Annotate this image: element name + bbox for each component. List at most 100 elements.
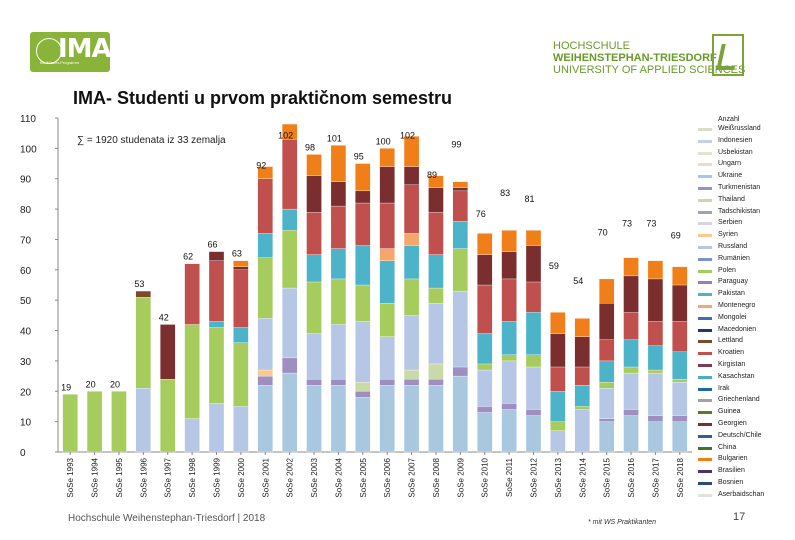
ima-logo-subtext: Int. Master-Programm [40, 60, 79, 65]
bar-segment [647, 421, 664, 453]
bar-segment [160, 378, 176, 453]
data-label-total: 69 [671, 230, 681, 240]
bar-segment [282, 357, 298, 374]
bar-segment [477, 254, 493, 286]
x-tick-label: SoSe 1999 [213, 457, 222, 497]
x-tick-label: SoSe 2005 [359, 457, 368, 497]
bar-segment [428, 378, 444, 386]
bar-segment [428, 175, 444, 188]
y-tick-label: 100 [20, 144, 37, 155]
legend-label: Usbekistan [718, 148, 753, 156]
bar-segment [525, 366, 542, 410]
bar-segment [647, 345, 664, 371]
bar-segment [233, 327, 249, 343]
bar-segment [550, 430, 566, 453]
bar-segment [477, 333, 493, 365]
bar-segment [477, 284, 493, 334]
bar-segment [501, 403, 517, 410]
bar-segment [550, 421, 566, 431]
bar-segment [330, 181, 347, 207]
legend-label: Pakistan [718, 290, 745, 298]
x-tick-label: SoSe 1996 [139, 457, 148, 497]
bar-segment [379, 148, 395, 167]
y-tick-label: 70 [20, 235, 32, 246]
legend-swatch [698, 434, 712, 438]
bar-segment [208, 321, 225, 328]
bar-segment [599, 388, 615, 419]
data-label-total: 59 [549, 261, 559, 271]
data-label-total: 53 [134, 279, 144, 289]
legend-label: China [718, 443, 737, 451]
bar-segment [306, 333, 322, 380]
bar-segment [550, 333, 566, 368]
footer-institution: Hochschule Weihenstephan-Triesdorf | 201… [68, 513, 266, 524]
legend-swatch [698, 375, 712, 379]
legend-label: Macedonien [718, 325, 757, 333]
data-label-total: 66 [207, 240, 217, 250]
x-tick-label: SoSe 2014 [578, 457, 587, 497]
x-tick-label: SoSe 1997 [164, 457, 173, 497]
bar-segment [257, 166, 273, 179]
legend-swatch [698, 293, 712, 297]
legend-swatch [698, 128, 712, 131]
legend-label: Rumänien [718, 254, 750, 262]
bar-segment [233, 406, 249, 453]
bar-segment [452, 366, 468, 377]
legend-label: Mongolei [718, 313, 747, 321]
bar-segment [428, 187, 444, 213]
bar-segment [135, 296, 151, 389]
legend-swatch [698, 316, 712, 320]
legend-swatch [698, 269, 712, 273]
bar-segment [501, 360, 517, 404]
legend-swatch [698, 352, 712, 356]
bar-segment [623, 366, 639, 374]
bar-segment [550, 366, 566, 392]
bar-segment [184, 418, 200, 453]
data-label-total: 73 [646, 218, 656, 228]
bar-segment [647, 278, 664, 322]
legend-swatch [698, 399, 712, 403]
bar-segment [403, 245, 420, 280]
ima-logo-text: IMA [58, 34, 112, 64]
bar-segment [428, 363, 444, 380]
bar-segment [428, 287, 444, 304]
data-label-total: 42 [159, 312, 169, 322]
data-label-total: 101 [327, 133, 342, 143]
bar-segment [623, 257, 639, 277]
bar-segment [525, 245, 542, 283]
y-tick-label: 80 [20, 205, 32, 216]
bar-segment [379, 202, 395, 249]
y-tick-label: 20 [20, 387, 32, 398]
bar-segment [525, 415, 542, 453]
x-tick-label: SoSe 2017 [651, 457, 660, 497]
page-number: 17 [733, 511, 746, 523]
legend-swatch [698, 163, 712, 167]
bar-segment [672, 266, 688, 286]
legend-swatch [698, 246, 712, 249]
legend-label: Georgien [718, 420, 747, 427]
x-tick-label: SoSe 2011 [505, 457, 514, 497]
data-label-total: 54 [573, 276, 583, 286]
bar-segment [672, 284, 688, 322]
bar-segment [574, 385, 590, 407]
bar-segment [355, 391, 371, 398]
legend-label: Aserbaidschan [718, 490, 765, 498]
bar-segment [257, 233, 273, 258]
data-label-total: 95 [354, 152, 364, 162]
bar-segment [257, 369, 273, 377]
legend-swatch [698, 139, 712, 143]
data-label-total: 63 [232, 249, 242, 259]
x-tick-label: SoSe 1994 [91, 457, 100, 497]
bar-segment [599, 382, 615, 389]
bar-segment [403, 136, 420, 167]
bar-segment [550, 391, 566, 422]
legend-label: Guinea [718, 408, 741, 416]
bar-segment [306, 211, 322, 255]
bar-segment [160, 324, 176, 380]
bar-segment [306, 154, 322, 176]
legend-label: Kroatien [718, 349, 745, 357]
bar-segment [647, 321, 664, 346]
legend-swatch [698, 411, 712, 415]
legend-label: Irak [718, 384, 730, 392]
bar-segment [86, 391, 103, 453]
